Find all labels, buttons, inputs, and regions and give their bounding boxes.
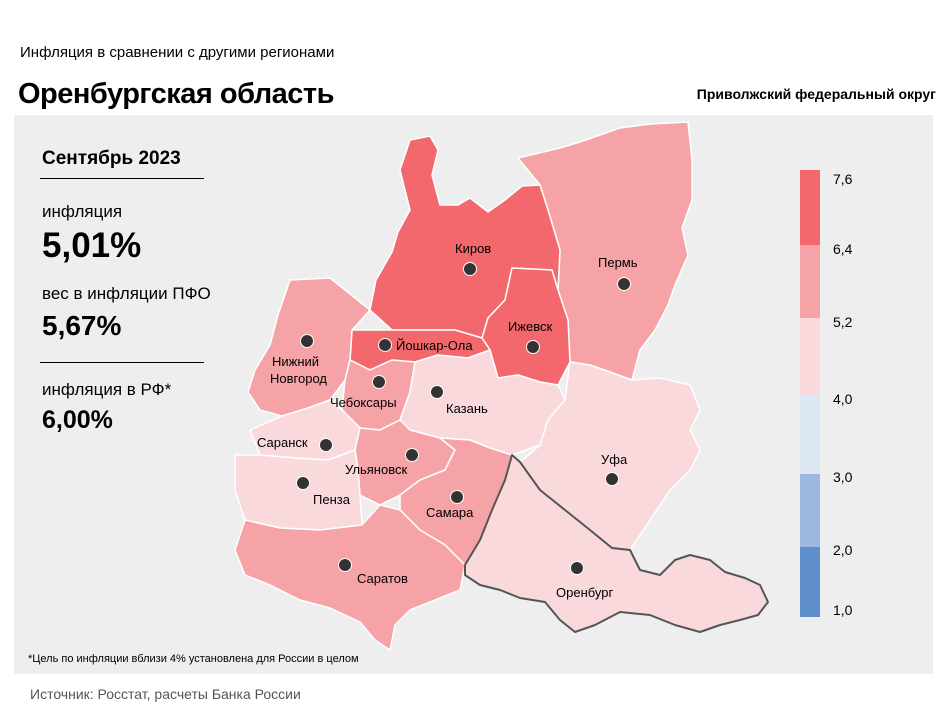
legend-tick: 6,4 [833, 241, 853, 257]
city-marker-samara [450, 490, 464, 504]
divider [40, 178, 204, 179]
region-orenburg [464, 454, 769, 633]
city-marker-saratov [338, 558, 352, 572]
city-marker-nizhny-novgorod [300, 334, 314, 348]
legend-swatch [800, 170, 820, 245]
city-label-kazan: Казань [446, 401, 488, 416]
region-saratov [234, 504, 466, 651]
legend-tick: 2,0 [833, 542, 853, 558]
city-label-yoshkar-ola: Йошкар-Ола [396, 338, 473, 353]
city-label-samara: Самара [426, 505, 474, 520]
city-label-kirov: Киров [455, 241, 491, 256]
legend-tick: 7,6 [833, 171, 853, 187]
legend-swatch [800, 318, 820, 396]
source-note: Источник: Росстат, расчеты Банка России [30, 686, 301, 702]
footnote: *Цель по инфляции вблизи 4% установлена … [28, 653, 359, 665]
legend-tick: 1,0 [833, 602, 853, 618]
city-marker-ulyanovsk [405, 448, 419, 462]
rf-inflation-label: инфляция в РФ* [42, 380, 172, 399]
city-label-ulyanovsk: Ульяновск [345, 462, 407, 477]
divider [40, 362, 204, 363]
city-marker-yoshkar-ola [378, 338, 392, 352]
legend-tick: 5,2 [833, 314, 853, 330]
legend-tick: 3,0 [833, 469, 853, 485]
city-marker-saransk [319, 438, 333, 452]
city-label-cheboksary: Чебоксары [330, 395, 397, 410]
legend-swatch [800, 547, 820, 617]
city-label-penza: Пенза [313, 492, 351, 507]
city-label-nizhny-novgorod: Новгород [270, 371, 327, 386]
city-marker-cheboksary [372, 375, 386, 389]
legend-swatch [800, 245, 820, 318]
legend-tick: 4,0 [833, 391, 853, 407]
inflation-label: инфляция [42, 202, 123, 221]
legend-swatch [800, 474, 820, 547]
page-title: Оренбургская область [18, 78, 334, 110]
city-marker-izhevsk [526, 340, 540, 354]
period-label: Сентябрь 2023 [42, 148, 181, 169]
city-label-saransk: Саранск [257, 435, 308, 450]
city-marker-kazan [430, 385, 444, 399]
city-marker-perm [617, 277, 631, 291]
city-label-izhevsk: Ижевск [508, 319, 553, 334]
inflation-value: 5,01% [42, 226, 142, 265]
weight-value: 5,67% [42, 310, 122, 341]
district-label: Приволжский федеральный округ [696, 86, 936, 102]
supertitle: Инфляция в сравнении с другими регионами [20, 44, 335, 61]
city-label-perm: Пермь [598, 255, 638, 270]
legend-swatch [800, 396, 820, 474]
region-bashkortostan [519, 361, 701, 551]
rf-inflation-value: 6,00% [42, 406, 113, 434]
region-penza [234, 449, 363, 531]
city-marker-ufa [605, 472, 619, 486]
city-marker-orenburg [570, 561, 584, 575]
weight-label: вес в инфляции ПФО [42, 284, 211, 303]
city-marker-penza [296, 476, 310, 490]
color-legend: 7,6 6,4 5,2 4,0 3,0 2,0 1,0 [800, 170, 853, 618]
city-marker-kirov [463, 262, 477, 276]
city-label-ufa: Уфа [601, 452, 628, 467]
city-label-nizhny-novgorod: Нижний [272, 354, 319, 369]
city-label-saratov: Саратов [357, 571, 408, 586]
city-label-orenburg: Оренбург [556, 585, 613, 600]
